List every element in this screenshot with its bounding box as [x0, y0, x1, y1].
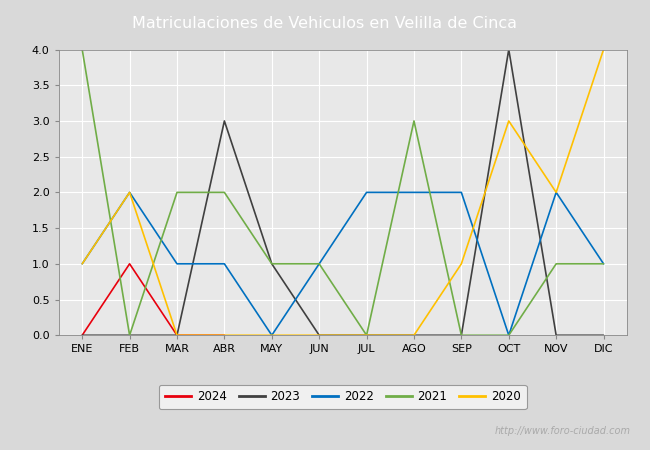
Legend: 2024, 2023, 2022, 2021, 2020: 2024, 2023, 2022, 2021, 2020	[159, 385, 526, 410]
Text: Matriculaciones de Vehiculos en Velilla de Cinca: Matriculaciones de Vehiculos en Velilla …	[133, 16, 517, 31]
Text: http://www.foro-ciudad.com: http://www.foro-ciudad.com	[495, 427, 630, 436]
